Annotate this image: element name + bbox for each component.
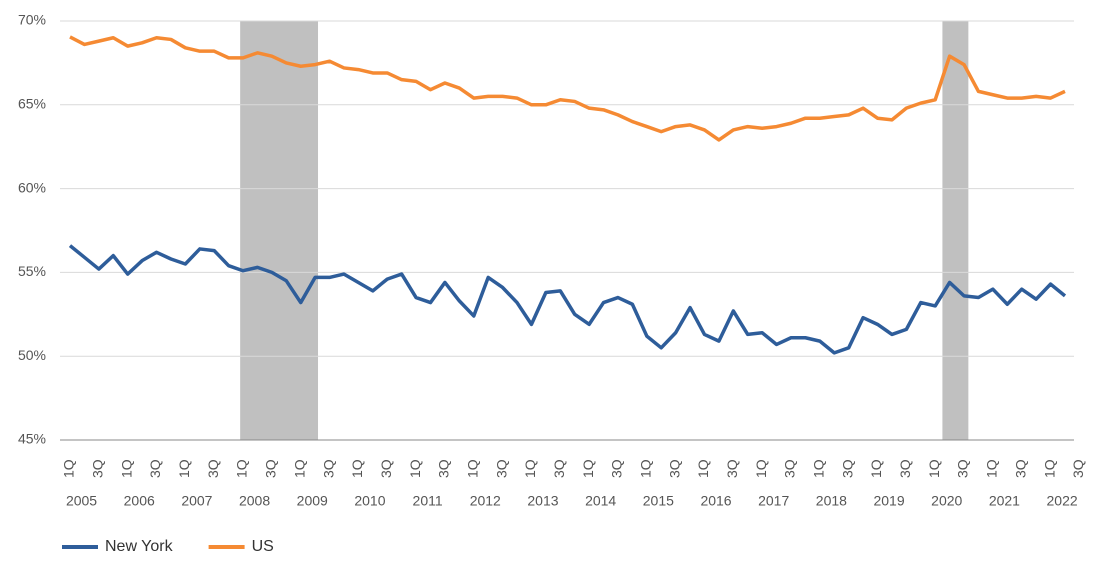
- x-tick-label: 3Q: [436, 459, 452, 478]
- year-label: 2011: [413, 493, 443, 509]
- x-tick-label: 1Q: [1041, 459, 1057, 478]
- y-tick-label: 50%: [18, 347, 46, 363]
- year-label: 2017: [758, 493, 789, 509]
- x-tick-label: 1Q: [580, 459, 596, 478]
- x-tick-label: 1Q: [753, 459, 769, 478]
- year-label: 2008: [239, 493, 270, 509]
- x-tick-label: 3Q: [1070, 459, 1086, 478]
- x-tick-label: 3Q: [90, 459, 106, 478]
- x-tick-label: 1Q: [811, 459, 827, 478]
- x-tick-label: 1Q: [464, 459, 480, 478]
- x-tick-label: 1Q: [407, 459, 423, 478]
- x-tick-label: 3Q: [205, 459, 221, 478]
- x-tick-label: 3Q: [666, 459, 682, 478]
- x-tick-label: 3Q: [493, 459, 509, 478]
- shaded-period: [240, 21, 319, 440]
- shaded-period: [942, 21, 969, 440]
- data-line: [69, 35, 1066, 142]
- data-line: [68, 244, 1067, 355]
- year-label: 2015: [643, 493, 674, 509]
- x-tick-label: 3Q: [551, 459, 567, 478]
- legend-label: New York: [105, 538, 174, 555]
- x-tick-label: 3Q: [782, 459, 798, 478]
- year-label: 2018: [816, 493, 847, 509]
- x-tick-label: 1Q: [118, 459, 134, 478]
- x-tick-label: 3Q: [955, 459, 971, 478]
- legend-label: US: [252, 538, 274, 555]
- x-tick-label: 1Q: [984, 459, 1000, 478]
- x-tick-label: 1Q: [868, 459, 884, 478]
- year-label: 2016: [700, 493, 731, 509]
- x-tick-label: 3Q: [263, 459, 279, 478]
- y-tick-label: 55%: [18, 263, 46, 279]
- year-label: 2013: [527, 493, 558, 509]
- x-tick-label: 3Q: [320, 459, 336, 478]
- year-label: 2009: [297, 493, 328, 509]
- x-tick-label: 1Q: [349, 459, 365, 478]
- year-label: 2006: [124, 493, 155, 509]
- year-label: 2022: [1047, 493, 1078, 509]
- y-tick-label: 65%: [18, 96, 46, 112]
- x-tick-label: 1Q: [522, 459, 538, 478]
- x-tick-label: 3Q: [724, 459, 740, 478]
- x-tick-label: 1Q: [695, 459, 711, 478]
- x-tick-label: 1Q: [638, 459, 654, 478]
- year-label: 2021: [989, 493, 1020, 509]
- x-tick-label: 3Q: [378, 459, 394, 478]
- year-label: 2019: [873, 493, 904, 509]
- y-tick-label: 45%: [18, 431, 46, 447]
- year-label: 2007: [181, 493, 212, 509]
- year-label: 2005: [66, 493, 97, 509]
- y-tick-label: 70%: [18, 12, 46, 28]
- year-label: 2010: [354, 493, 385, 509]
- year-label: 2012: [470, 493, 501, 509]
- legend: New York US: [62, 538, 274, 555]
- x-tick-label: 3Q: [1012, 459, 1028, 478]
- x-tick-label: 3Q: [897, 459, 913, 478]
- year-label: 2020: [931, 493, 962, 509]
- x-tick-label: 1Q: [291, 459, 307, 478]
- x-tick-label: 3Q: [839, 459, 855, 478]
- x-tick-label: 3Q: [147, 459, 163, 478]
- year-label: 2014: [585, 493, 616, 509]
- x-tick-label: 1Q: [176, 459, 192, 478]
- x-tick-label: 1Q: [61, 459, 77, 478]
- x-tick-label: 3Q: [609, 459, 625, 478]
- x-tick-label: 1Q: [234, 459, 250, 478]
- x-tick-label: 1Q: [926, 459, 942, 478]
- y-tick-label: 60%: [18, 179, 46, 195]
